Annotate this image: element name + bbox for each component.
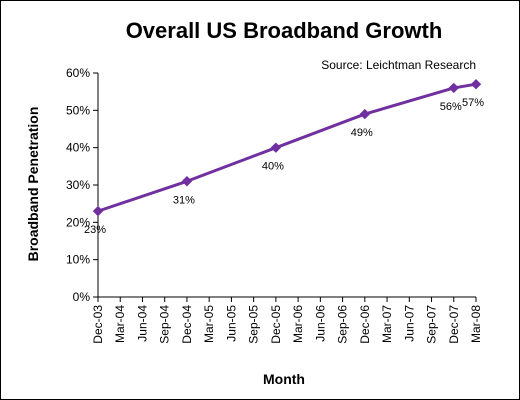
data-point [92,205,104,217]
chart-title: Overall US Broadband Growth [126,18,443,43]
data-label: 40% [262,161,284,173]
x-tick-label: Sep-04 [158,305,172,344]
data-label: 31% [173,194,195,206]
data-point [448,82,459,94]
x-tick-label: Mar-04 [113,305,127,343]
y-tick-label: 50% [66,103,90,117]
data-label: 49% [351,127,373,139]
y-tick-label: 0% [73,290,91,304]
x-tick-label: Dec-05 [269,305,283,344]
y-tick-label: 20% [66,215,90,229]
x-tick-label: Jun-04 [135,305,149,342]
x-tick-label: Jun-07 [402,305,416,342]
y-tick-label: 30% [66,178,90,192]
y-tick-label: 40% [66,141,90,155]
data-label: 57% [462,97,484,109]
data-point [470,78,482,90]
data-point [270,142,282,153]
chart-source: Source: Leichtman Research [321,58,476,72]
x-axis-title: Month [263,371,305,387]
x-tick-label: Dec-06 [358,305,372,344]
series-line [97,82,477,213]
data-label: 23% [84,224,106,236]
y-axis-title: Broadband Penetration [25,107,41,262]
x-tick-label: Sep-07 [425,305,439,344]
y-tick-label: 60% [66,66,90,80]
x-tick-label: Mar-05 [202,305,216,343]
x-tick-label: Sep-06 [336,305,350,344]
x-tick-label: Dec-03 [91,305,105,344]
x-tick-label: Mar-06 [291,305,305,343]
x-tick-label: Sep-05 [247,305,261,344]
x-tick-label: Jun-05 [224,305,238,342]
x-tick-label: Jun-06 [313,305,327,342]
x-tick-label: Mar-07 [380,305,394,343]
y-tick-label: 10% [66,253,90,267]
data-label: 56% [440,101,462,113]
x-tick-label: Mar-08 [469,305,483,343]
x-tick-label: Dec-04 [180,305,194,344]
data-point [359,108,371,120]
plot-area: 0% 10% 20% 30% 40% 50% 60% Dec-03 Mar-04 Jun-04 Se… [66,66,484,344]
data-point [181,176,193,187]
x-tick-label: Dec-07 [447,305,461,344]
